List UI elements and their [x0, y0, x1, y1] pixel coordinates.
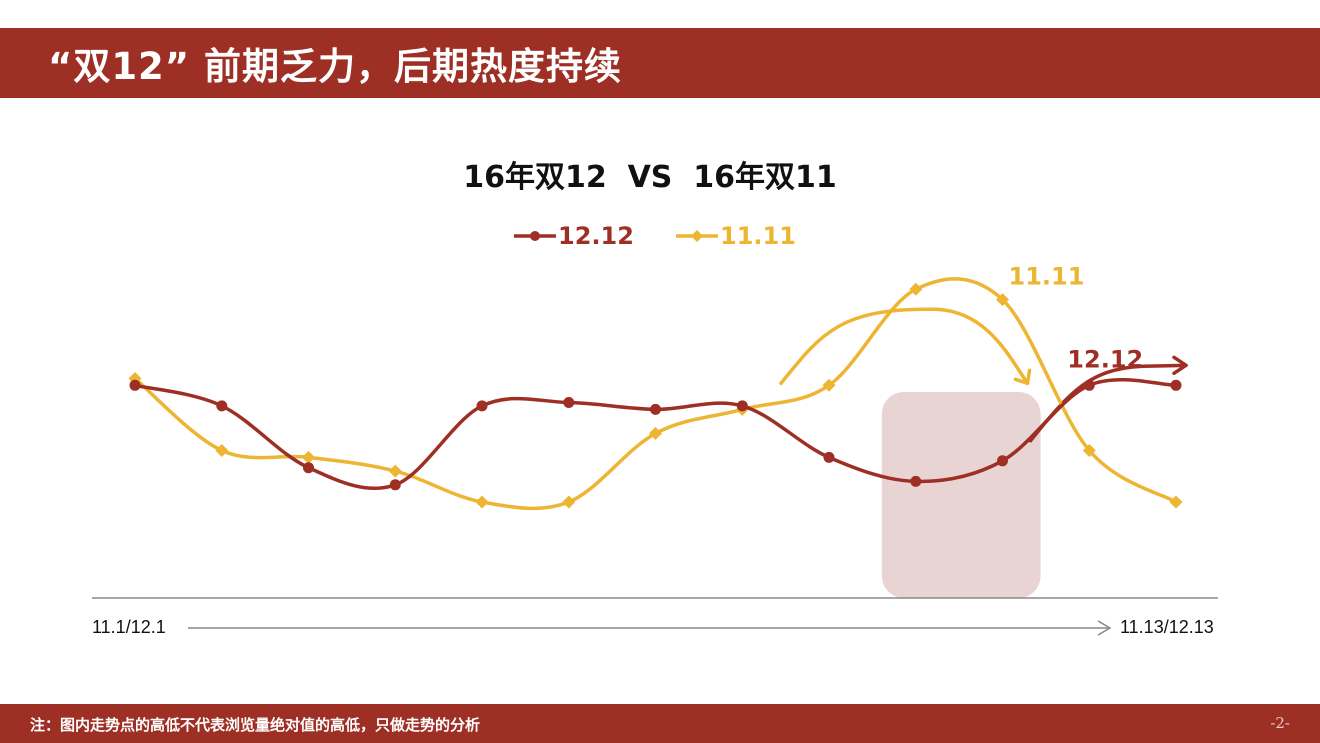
annotation-1212: 12.12: [1067, 345, 1143, 373]
trend-arrow-head-1212-icon: [1172, 355, 1188, 376]
series-1111: [128, 277, 1183, 511]
data-point-1212-7: [650, 403, 661, 415]
data-point-1212-5: [476, 400, 488, 412]
data-point-1212-4: [389, 479, 401, 491]
legend-item-1111: 11.11: [676, 220, 796, 252]
trend-arrow-1111: [779, 307, 1030, 386]
data-point-1111-11: [996, 293, 1009, 307]
legend-circle-marker-icon: [514, 231, 556, 241]
data-point-1212-6: [563, 397, 575, 408]
header-bar: [0, 28, 1320, 98]
data-point-1212-3: [303, 462, 314, 474]
data-point-1111-4: [388, 464, 402, 478]
chart-legend: 12.12 11.11: [0, 220, 1320, 252]
data-point-1212-11: [997, 455, 1008, 467]
legend-label-1212: 12.12: [558, 222, 634, 250]
x-end-label: 11.13/12.13: [1120, 617, 1214, 637]
data-point-1111-3: [302, 450, 315, 464]
data-point-1111-9: [822, 378, 836, 392]
data-point-1212-9: [823, 451, 835, 463]
legend-label-1111: 11.11: [720, 222, 796, 250]
series-1212: [129, 378, 1182, 491]
data-point-1212-1: [129, 379, 141, 391]
x-start-label: 11.1/12.1: [92, 617, 166, 637]
data-point-1111-10: [909, 282, 923, 296]
trend-arrow-1212: [1028, 363, 1188, 443]
data-point-1212-10: [910, 475, 922, 487]
data-point-1212-8: [736, 400, 748, 412]
trend-arrow-head-1111-icon: [1013, 368, 1032, 386]
highlight-region: [881, 392, 1041, 598]
page-number: -2-: [1270, 714, 1290, 732]
data-point-1212-12: [1083, 379, 1095, 391]
chart-title: 16年双12 VS 16年双11: [463, 160, 837, 195]
legend-item-1212: 12.12: [514, 220, 634, 252]
annotation-1111: 11.11: [1009, 262, 1085, 290]
data-point-1111-2: [215, 444, 229, 457]
data-point-1212-2: [216, 400, 228, 412]
data-point-1111-12: [1082, 444, 1096, 457]
data-point-1111-7: [649, 426, 662, 440]
legend-diamond-marker-icon: [676, 230, 718, 242]
footer-bar: [0, 704, 1320, 743]
footer-note: 注：图内走势点的高低不代表浏览量绝对值的高低，只做走势的分析: [30, 716, 481, 734]
data-point-1111-5: [475, 495, 489, 509]
data-point-1111-13: [1169, 495, 1183, 509]
timeline-arrow-head-icon: [1097, 620, 1112, 636]
data-point-1212-13: [1170, 379, 1182, 391]
data-point-1111-6: [562, 495, 576, 509]
page-title: “双12” 前期乏力，后期热度持续: [48, 45, 623, 88]
